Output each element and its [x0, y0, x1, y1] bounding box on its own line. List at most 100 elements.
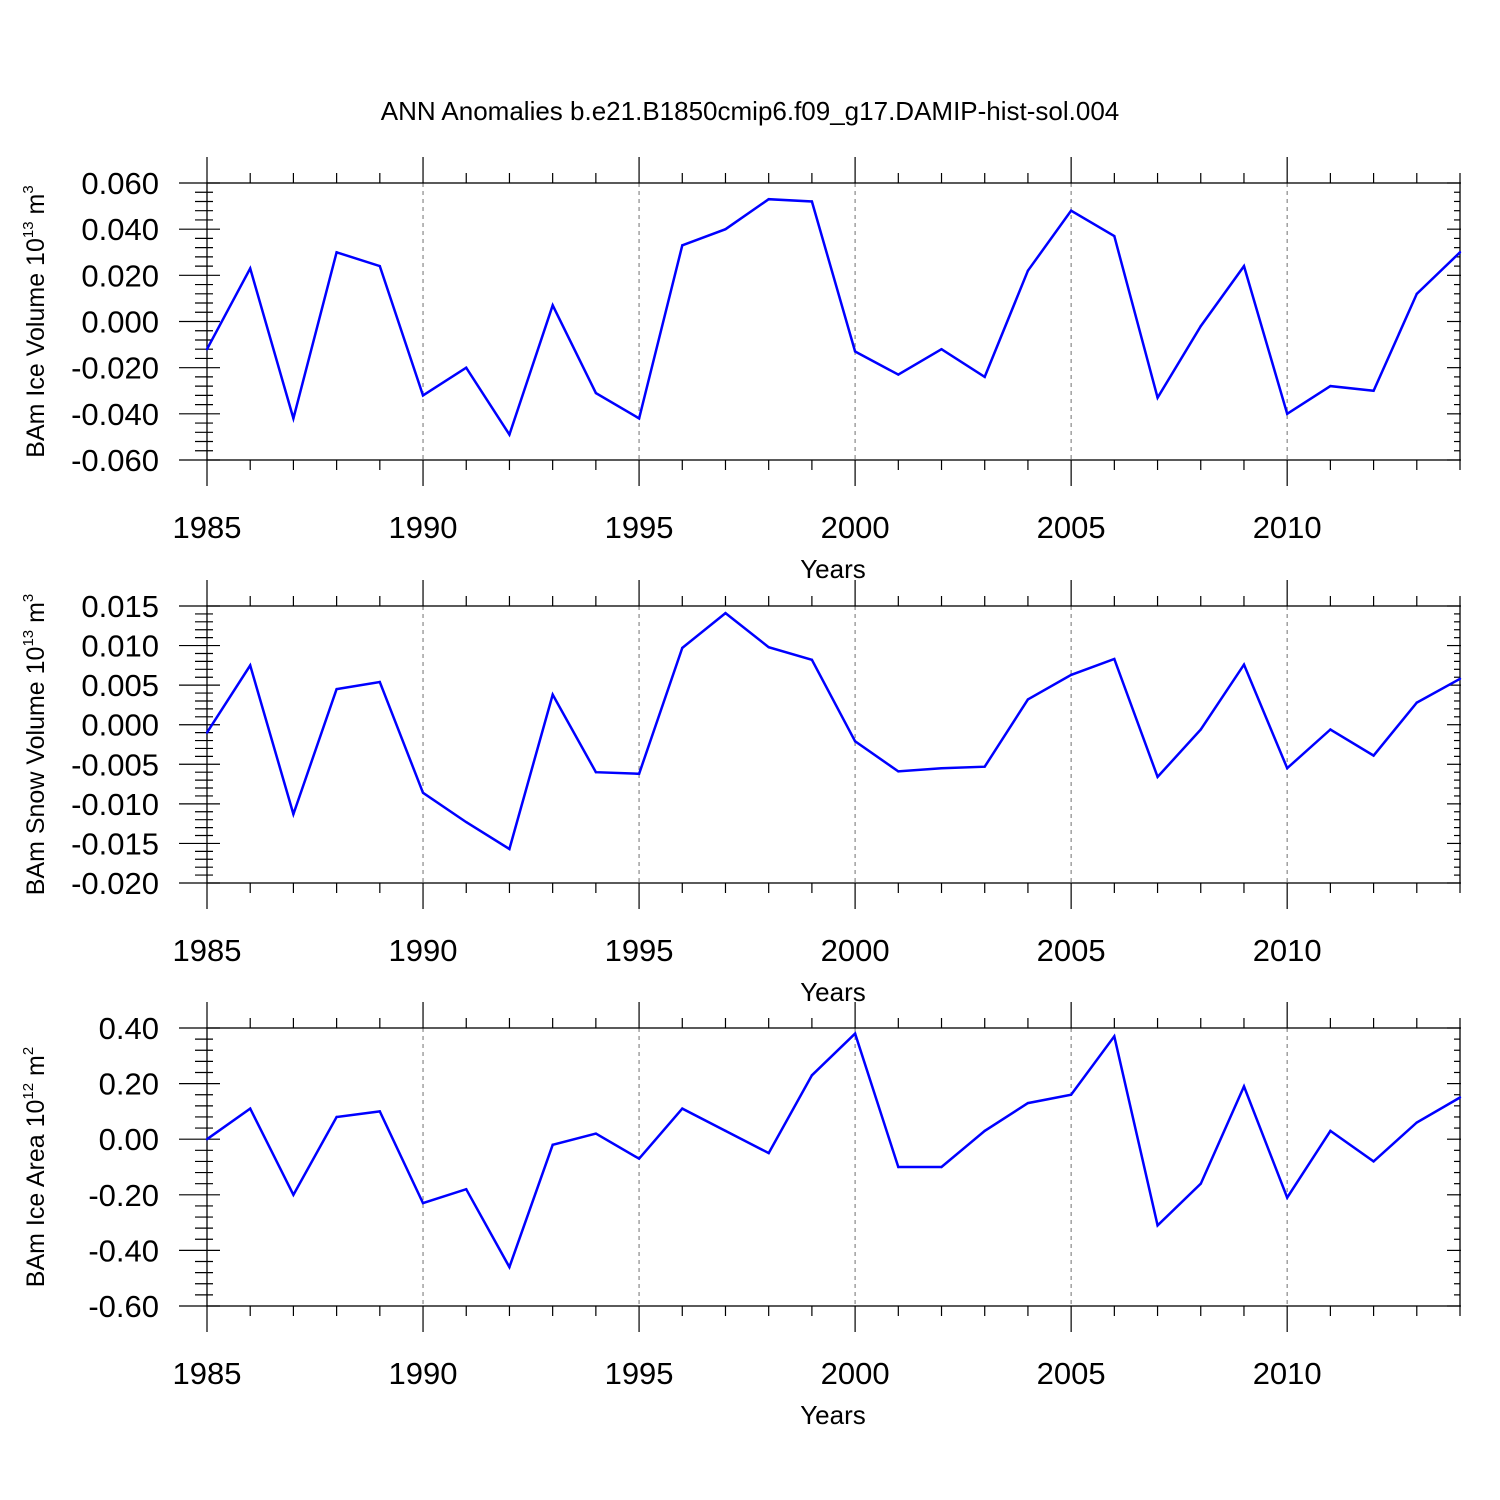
chart-panel-2: 1985 1990 1995 2000 2005 2010 Years -0.020 -0.01… — [20, 580, 1462, 1007]
data-point — [983, 1129, 986, 1133]
x-tick-label: 2000 — [821, 510, 890, 545]
data-point — [897, 1165, 900, 1169]
data-point — [551, 1143, 554, 1146]
data-point — [249, 664, 252, 667]
data-point — [1242, 663, 1246, 666]
y-axis-label: BAm Snow Volume 1013 m3 — [20, 594, 50, 896]
x-tick-label: 2010 — [1253, 1356, 1322, 1391]
y-tick-label: -0.060 — [71, 443, 159, 478]
data-point — [378, 264, 382, 268]
data-point — [724, 1129, 727, 1133]
data-point — [465, 366, 468, 369]
data-point — [508, 847, 511, 851]
plot-frame — [206, 605, 1461, 884]
data-point — [810, 1074, 814, 1077]
series-line — [205, 197, 1461, 438]
y-tick-label: 0.060 — [81, 166, 159, 201]
y-tick-label: -0.40 — [88, 1233, 159, 1268]
x-tick-label: 2010 — [1253, 510, 1322, 545]
data-point — [594, 1132, 598, 1135]
x-tick-label: 1990 — [389, 510, 458, 545]
data-point — [1156, 1224, 1159, 1227]
x-tick-label: 2000 — [821, 1356, 890, 1391]
data-point — [1156, 396, 1159, 399]
x-tick-label: 2005 — [1037, 933, 1106, 968]
panels: 1985 1990 1995 2000 2005 2010 Years -0.060 -0.04… — [20, 157, 1462, 1430]
y-tick-label: -0.005 — [71, 747, 159, 782]
x-tick-label: 2010 — [1253, 933, 1322, 968]
y-tick-label: 0.000 — [81, 305, 159, 340]
data-point — [1026, 1101, 1030, 1105]
data-point — [767, 645, 770, 649]
data-point — [1199, 1182, 1202, 1185]
data-point — [551, 693, 554, 696]
data-point — [292, 812, 295, 816]
data-point — [335, 687, 338, 691]
series-line — [206, 1031, 1461, 1271]
x-axis-label: Years — [800, 977, 866, 1007]
chart-panel-1: 1985 1990 1995 2000 2005 2010 Years -0.060 -0.04… — [20, 157, 1462, 584]
data-point — [1069, 1093, 1073, 1096]
data-point — [1415, 292, 1418, 295]
data-point — [508, 1265, 511, 1269]
x-tick-label: 1985 — [173, 1356, 242, 1391]
data-point — [1285, 412, 1289, 416]
y-axis-label: BAm Ice Area 1012 m2 — [20, 1047, 50, 1287]
data-point — [551, 304, 554, 307]
data-point — [249, 267, 252, 270]
data-point — [1329, 728, 1332, 731]
y-tick-label: 0.20 — [99, 1067, 159, 1102]
data-point — [724, 227, 727, 231]
data-point — [1458, 1096, 1462, 1099]
data-point — [1113, 657, 1116, 661]
data-point — [1415, 1121, 1418, 1124]
data-point — [1026, 698, 1030, 701]
data-point — [292, 417, 295, 420]
x-tick-label: 2000 — [821, 933, 890, 968]
x-tick-label: 2005 — [1037, 1356, 1106, 1391]
plot-frame — [206, 1027, 1461, 1307]
data-point — [1285, 1196, 1289, 1199]
x-tick-label: 1990 — [389, 1356, 458, 1391]
y-tick-label: 0.020 — [81, 258, 159, 293]
y-tick-label: -0.015 — [71, 826, 159, 861]
y-tick-label: 0.40 — [99, 1011, 159, 1046]
data-point — [983, 765, 986, 768]
data-point — [465, 1188, 468, 1191]
y-tick-label: -0.20 — [88, 1178, 159, 1213]
data-point — [335, 251, 338, 254]
plot-frame — [206, 182, 1461, 461]
data-point — [249, 1107, 252, 1110]
data-point — [1458, 677, 1462, 681]
data-point — [508, 433, 511, 436]
data-point — [1113, 234, 1116, 238]
x-tick-label: 1995 — [605, 933, 674, 968]
series-line — [205, 611, 1461, 851]
x-axis-label: Years — [800, 1400, 866, 1430]
data-point — [1242, 1085, 1246, 1088]
data-point — [1329, 384, 1332, 388]
x-tick-label: 1985 — [173, 510, 242, 545]
y-tick-label: 0.005 — [81, 668, 159, 703]
data-point — [1372, 1160, 1375, 1163]
data-point — [1199, 324, 1202, 328]
data-point — [810, 200, 814, 203]
data-point — [1329, 1129, 1332, 1133]
x-axis-label: Years — [800, 554, 866, 584]
data-point — [1026, 269, 1030, 272]
data-point — [292, 1193, 295, 1197]
data-point — [983, 375, 986, 379]
data-point — [594, 391, 598, 395]
data-point — [1415, 701, 1418, 704]
y-tick-label: 0.010 — [81, 629, 159, 664]
data-point — [940, 767, 943, 770]
data-point — [1199, 728, 1202, 731]
data-point — [724, 611, 727, 615]
y-tick-label: -0.020 — [71, 351, 159, 386]
data-point — [335, 1115, 338, 1119]
chart-panel-3: 1985 1990 1995 2000 2005 2010 Years -0.60 -0.40 -… — [20, 1002, 1462, 1430]
data-point — [681, 244, 684, 247]
data-point — [1113, 1035, 1116, 1038]
data-point — [853, 1032, 857, 1035]
